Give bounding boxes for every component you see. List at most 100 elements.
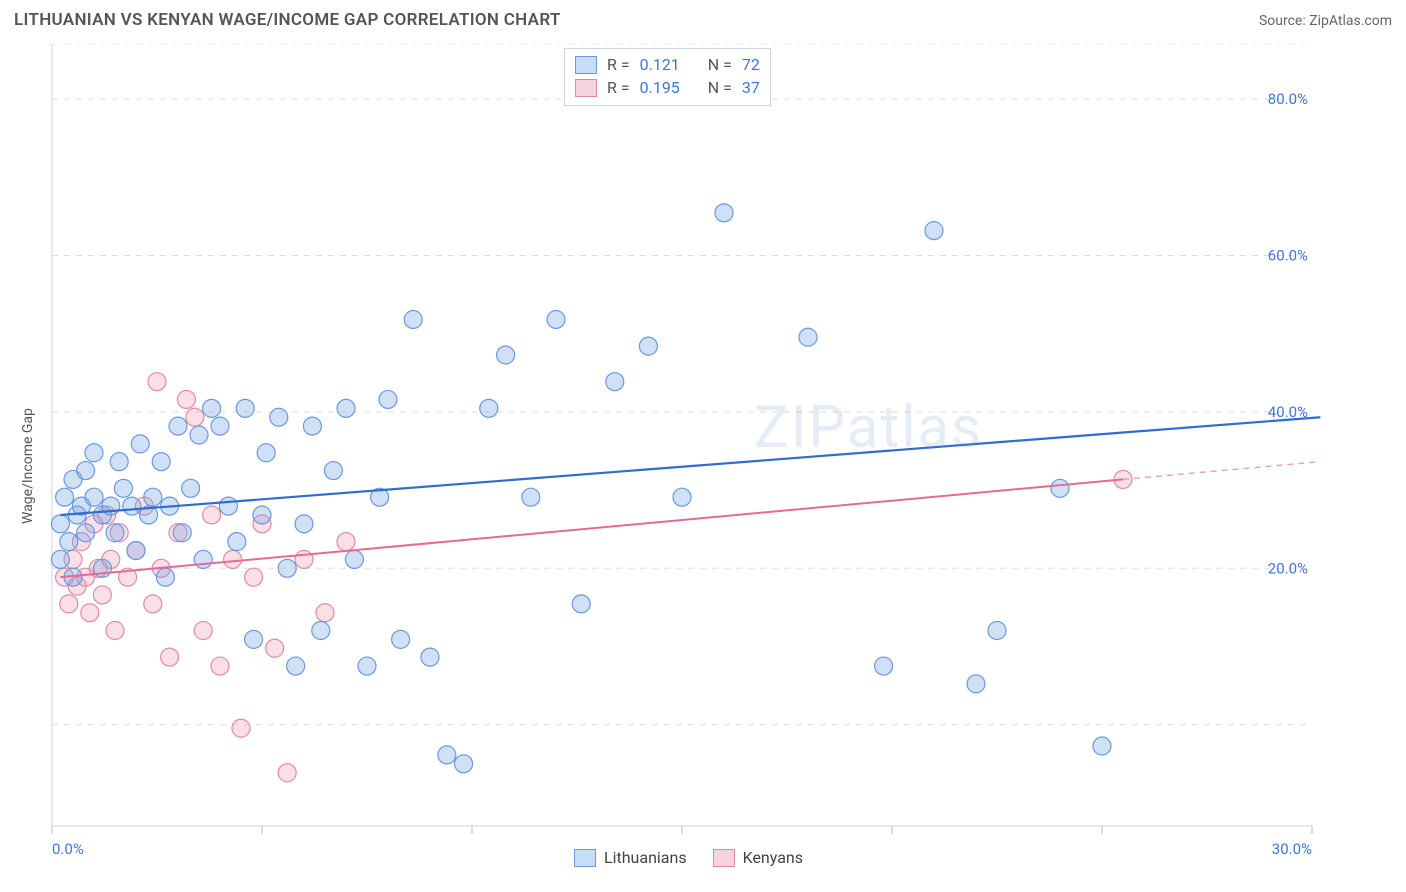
trendline-pink-extrapolated: [1123, 462, 1320, 480]
svg-text:80.0%: 80.0%: [1268, 90, 1308, 108]
data-point: [156, 568, 174, 586]
data-point: [421, 648, 439, 666]
data-point: [303, 417, 321, 435]
legend-label-blue: Lithuanians: [604, 848, 687, 867]
data-point: [77, 462, 95, 480]
data-point: [106, 622, 124, 640]
data-point: [131, 435, 149, 453]
stat-N-label: N =: [708, 55, 732, 74]
svg-text:20.0%: 20.0%: [1268, 559, 1308, 577]
stats-row-blue: R = 0.121 N = 72: [575, 53, 760, 76]
data-point: [278, 764, 296, 782]
data-point: [114, 479, 132, 497]
data-point: [245, 630, 263, 648]
data-point: [337, 533, 355, 551]
stat-R-label-2: R =: [607, 78, 630, 97]
y-axis-label: Wage/Income Gap: [20, 408, 36, 524]
data-point: [211, 657, 229, 675]
series-legend: Lithuanians Kenyans: [574, 848, 803, 867]
data-point: [211, 417, 229, 435]
data-point: [358, 657, 376, 675]
data-point: [224, 550, 242, 568]
data-point: [392, 630, 410, 648]
data-point: [875, 657, 893, 675]
svg-text:60.0%: 60.0%: [1268, 246, 1308, 264]
data-point: [278, 559, 296, 577]
data-point: [295, 550, 313, 568]
trendline-pink: [60, 479, 1123, 577]
swatch-blue-2: [574, 849, 596, 867]
page: LITHUANIAN VS KENYAN WAGE/INCOME GAP COR…: [0, 0, 1406, 892]
stat-R-blue: 0.121: [640, 55, 680, 74]
stat-N-blue: 72: [742, 55, 760, 74]
data-point: [173, 524, 191, 542]
svg-text:0.0%: 0.0%: [52, 840, 84, 858]
swatch-blue: [575, 56, 597, 74]
data-point: [182, 479, 200, 497]
data-point: [56, 488, 74, 506]
data-point: [345, 550, 363, 568]
data-point: [236, 399, 254, 417]
data-point: [51, 550, 69, 568]
data-point: [572, 595, 590, 613]
data-point: [245, 568, 263, 586]
data-point: [85, 444, 103, 462]
data-point: [85, 488, 103, 506]
legend-item-pink: Kenyans: [713, 848, 803, 867]
title-row: LITHUANIAN VS KENYAN WAGE/INCOME GAP COR…: [14, 10, 1392, 30]
chart-title: LITHUANIAN VS KENYAN WAGE/INCOME GAP COR…: [14, 10, 561, 30]
data-point: [93, 586, 111, 604]
data-point: [270, 408, 288, 426]
data-point: [337, 399, 355, 417]
data-point: [547, 310, 565, 328]
data-point: [60, 595, 78, 613]
data-point: [1093, 737, 1111, 755]
data-point: [228, 533, 246, 551]
data-point: [316, 604, 334, 622]
data-point: [673, 488, 691, 506]
data-point: [925, 222, 943, 240]
data-point: [639, 337, 657, 355]
data-point: [169, 417, 187, 435]
data-point: [404, 310, 422, 328]
data-point: [232, 719, 250, 737]
data-point: [219, 497, 237, 515]
stat-R-pink: 0.195: [640, 78, 680, 97]
source-attribution: Source: ZipAtlas.com: [1259, 13, 1392, 29]
data-point: [324, 462, 342, 480]
data-point: [455, 755, 473, 773]
data-point: [127, 542, 145, 560]
data-point: [177, 390, 195, 408]
legend-item-blue: Lithuanians: [574, 848, 687, 867]
data-point: [203, 399, 221, 417]
data-point: [967, 675, 985, 693]
data-point: [295, 515, 313, 533]
data-point: [81, 604, 99, 622]
svg-text:30.0%: 30.0%: [1272, 840, 1312, 858]
data-point: [194, 622, 212, 640]
data-point: [799, 328, 817, 346]
data-point: [194, 550, 212, 568]
data-point: [253, 506, 271, 524]
data-point: [266, 639, 284, 657]
scatter-plot: 0.0%30.0%20.0%40.0%60.0%80.0%: [34, 44, 1384, 874]
data-point: [144, 595, 162, 613]
data-point: [1051, 479, 1069, 497]
data-point: [257, 444, 275, 462]
data-point: [715, 204, 733, 222]
data-point: [186, 408, 204, 426]
data-point: [148, 373, 166, 391]
data-point: [522, 488, 540, 506]
chart-area: Wage/Income Gap 0.0%30.0%20.0%40.0%60.0%…: [34, 44, 1392, 882]
legend-label-pink: Kenyans: [743, 848, 803, 867]
data-point: [203, 506, 221, 524]
stats-row-pink: R = 0.195 N = 37: [575, 76, 760, 99]
stat-N-pink: 37: [742, 78, 760, 97]
data-point: [144, 488, 162, 506]
data-point: [438, 746, 456, 764]
data-point: [123, 497, 141, 515]
data-point: [606, 373, 624, 391]
data-point: [988, 622, 1006, 640]
data-point: [312, 622, 330, 640]
stat-R-label: R =: [607, 55, 630, 74]
